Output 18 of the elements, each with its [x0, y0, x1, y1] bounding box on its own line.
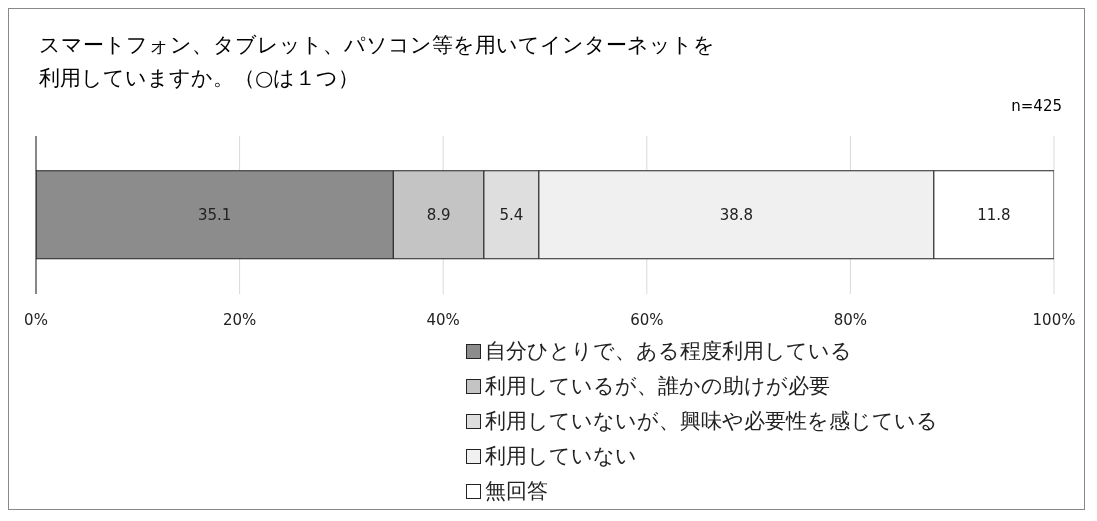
text: n=425: [1011, 97, 1062, 115]
data-label: 11.8: [977, 206, 1011, 225]
x-tick-label: 20%: [222, 310, 257, 329]
data-label: 8.9: [426, 206, 451, 225]
legend-label: 利用しているが、誰かの助けが必要: [484, 373, 830, 400]
data-label: 35.1: [197, 206, 232, 225]
chart-title: スマートフォン、タブレット、パソコン等を用いてインターネットを利用していますか。（○は１つ）: [39, 32, 716, 92]
legend-label: 自分ひとりで、ある程度利用している: [484, 338, 852, 365]
x-tick-label: 100%: [1032, 310, 1076, 329]
legend-label: 利用していないが、興味や必要性を感じている: [484, 408, 938, 435]
x-tick-label: 60%: [630, 310, 664, 329]
data-label: 38.8: [719, 206, 754, 225]
legend-label: 無回答: [484, 478, 548, 505]
x-tick-label: 0%: [24, 310, 48, 329]
data-label: 5.4: [499, 206, 524, 225]
x-tick-label: 80%: [833, 310, 868, 329]
x-tick-label: 40%: [426, 310, 460, 329]
legend-label: 利用していない: [484, 443, 637, 470]
